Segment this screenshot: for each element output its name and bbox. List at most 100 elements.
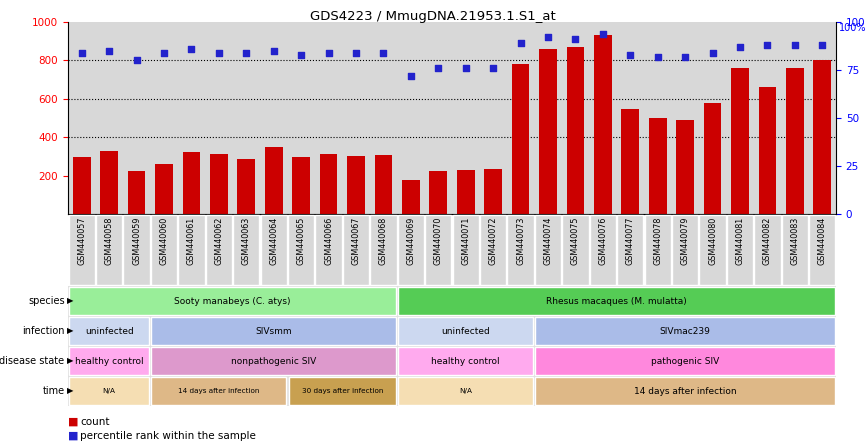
Text: ▶: ▶ <box>68 386 74 396</box>
Text: N/A: N/A <box>103 388 116 394</box>
Bar <box>292 157 310 214</box>
Point <box>321 49 335 56</box>
Text: uninfected: uninfected <box>442 326 490 336</box>
Text: 14 days after infection: 14 days after infection <box>634 386 736 396</box>
FancyBboxPatch shape <box>727 215 753 285</box>
Point <box>459 64 473 71</box>
Text: ■: ■ <box>68 431 79 441</box>
Point <box>624 51 637 58</box>
FancyBboxPatch shape <box>425 215 451 285</box>
Text: GSM440059: GSM440059 <box>132 217 141 266</box>
Point <box>294 51 308 58</box>
FancyBboxPatch shape <box>68 346 836 376</box>
Text: 100%: 100% <box>839 24 866 33</box>
FancyBboxPatch shape <box>69 287 396 315</box>
Bar <box>430 171 447 214</box>
Text: GSM440083: GSM440083 <box>791 217 799 265</box>
Bar <box>484 169 502 214</box>
FancyBboxPatch shape <box>754 215 780 285</box>
Bar <box>731 68 749 214</box>
Bar <box>100 151 118 214</box>
Point <box>541 34 555 41</box>
Text: healthy control: healthy control <box>431 357 500 365</box>
Text: GSM440084: GSM440084 <box>818 217 827 265</box>
Bar <box>155 164 173 214</box>
Text: GSM440076: GSM440076 <box>598 217 607 265</box>
FancyBboxPatch shape <box>535 215 561 285</box>
Text: GSM440072: GSM440072 <box>488 217 498 266</box>
FancyBboxPatch shape <box>535 317 835 345</box>
Text: time: time <box>42 386 65 396</box>
Text: GSM440062: GSM440062 <box>215 217 223 265</box>
FancyBboxPatch shape <box>152 377 287 405</box>
Point <box>706 49 720 56</box>
Point <box>267 47 281 54</box>
Bar <box>127 171 145 214</box>
Text: SIVsmm: SIVsmm <box>255 326 292 336</box>
Point <box>212 49 226 56</box>
Bar <box>237 159 255 214</box>
Bar <box>566 47 585 214</box>
Point <box>568 36 582 43</box>
FancyBboxPatch shape <box>371 215 397 285</box>
Point <box>431 64 445 71</box>
FancyBboxPatch shape <box>68 376 836 406</box>
Bar <box>347 156 365 214</box>
Bar <box>374 155 392 214</box>
Text: GSM440069: GSM440069 <box>406 217 416 265</box>
Bar <box>594 36 611 214</box>
Bar <box>617 22 644 214</box>
Text: ▶: ▶ <box>68 326 74 336</box>
Bar <box>402 180 420 214</box>
FancyBboxPatch shape <box>507 215 533 285</box>
FancyBboxPatch shape <box>288 215 314 285</box>
Point <box>734 44 747 51</box>
Text: GSM440067: GSM440067 <box>352 217 360 265</box>
Text: GSM440064: GSM440064 <box>269 217 278 265</box>
Text: GSM440077: GSM440077 <box>626 217 635 266</box>
FancyBboxPatch shape <box>288 377 396 405</box>
Text: uninfected: uninfected <box>85 326 133 336</box>
Text: GSM440081: GSM440081 <box>735 217 745 265</box>
FancyBboxPatch shape <box>398 347 533 375</box>
FancyBboxPatch shape <box>69 317 149 345</box>
Text: infection: infection <box>22 326 65 336</box>
Text: SIVmac239: SIVmac239 <box>660 326 711 336</box>
Point <box>130 57 144 64</box>
FancyBboxPatch shape <box>68 286 836 316</box>
Bar <box>727 22 753 214</box>
Bar <box>95 22 123 214</box>
Bar <box>123 22 151 214</box>
FancyBboxPatch shape <box>69 377 149 405</box>
Text: GSM440073: GSM440073 <box>516 217 525 265</box>
Text: ▶: ▶ <box>68 357 74 365</box>
Text: species: species <box>28 296 65 306</box>
FancyBboxPatch shape <box>590 215 616 285</box>
Text: GSM440057: GSM440057 <box>77 217 87 266</box>
Bar <box>315 22 342 214</box>
Text: N/A: N/A <box>459 388 472 394</box>
Text: GSM440065: GSM440065 <box>297 217 306 265</box>
Text: 30 days after infection: 30 days after infection <box>301 388 383 394</box>
Bar <box>480 22 507 214</box>
Text: healthy control: healthy control <box>74 357 144 365</box>
Text: disease state: disease state <box>0 356 65 366</box>
Text: GDS4223 / MmugDNA.21953.1.S1_at: GDS4223 / MmugDNA.21953.1.S1_at <box>310 10 556 23</box>
Bar <box>68 22 95 214</box>
Text: GSM440060: GSM440060 <box>159 217 169 265</box>
Text: GSM440058: GSM440058 <box>105 217 113 265</box>
Point <box>678 53 692 60</box>
Bar <box>205 22 233 214</box>
Bar <box>622 109 639 214</box>
FancyBboxPatch shape <box>68 316 836 346</box>
FancyBboxPatch shape <box>480 215 507 285</box>
Bar <box>753 22 781 214</box>
Bar <box>288 22 315 214</box>
Text: percentile rank within the sample: percentile rank within the sample <box>80 431 255 441</box>
Bar <box>512 64 529 214</box>
Bar <box>534 22 562 214</box>
Point <box>239 49 253 56</box>
Bar <box>507 22 534 214</box>
FancyBboxPatch shape <box>700 215 726 285</box>
Point <box>788 41 802 48</box>
